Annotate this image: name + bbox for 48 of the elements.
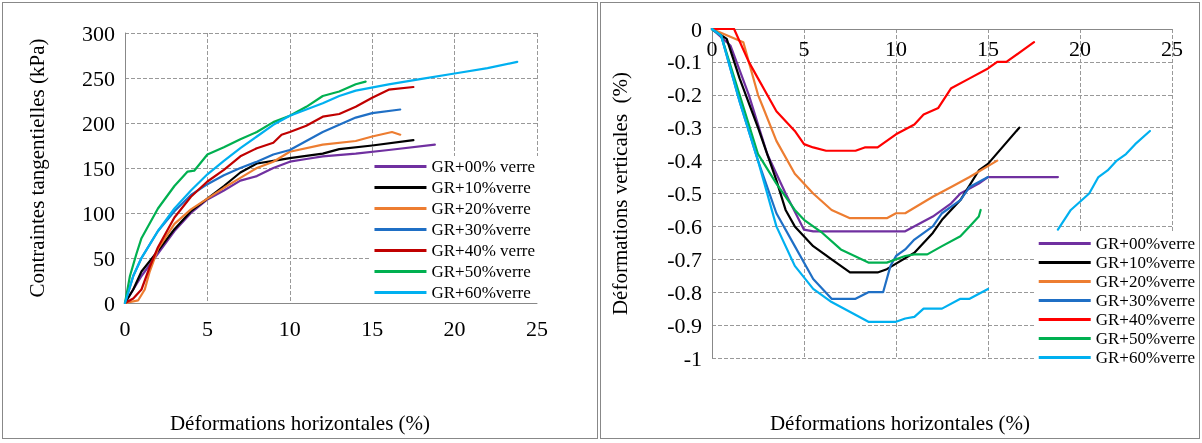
y-tick-label: -0.9	[667, 312, 702, 338]
legend-label: GR+50%verre	[1095, 329, 1195, 348]
y-tick-label: 0	[691, 16, 702, 42]
x-tick-label: 15	[361, 315, 384, 341]
y-tick-label: -0.3	[667, 115, 702, 141]
x-tick-label: 5	[798, 35, 810, 61]
legend-label: GR+30%verre	[431, 220, 531, 239]
legend-label: GR+40% verre	[431, 241, 535, 260]
x-axis-title: Déformations horizontales (%)	[168, 411, 432, 436]
legend-label: GR+60%verre	[1095, 348, 1195, 367]
x-tick-label: 25	[526, 315, 548, 341]
x-tick-label: 20	[443, 315, 466, 341]
y-tick-label: -0.4	[667, 148, 702, 174]
y-tick-label: -0.8	[667, 279, 702, 305]
y-tick-label: 150	[82, 155, 115, 181]
legend-label: GR+30%verre	[1095, 291, 1195, 310]
x-axis-title: Déformations horizontales (%)	[768, 411, 1032, 436]
y-tick-label: 0	[104, 290, 115, 316]
y-tick-label: 200	[82, 110, 115, 136]
x-tick-label: 5	[201, 315, 213, 341]
y-axis-title: Contraintes tangentielles (kPa)	[24, 38, 49, 298]
y-tick-label: -0.5	[667, 181, 702, 206]
y-tick-label: 100	[82, 200, 115, 226]
x-tick-label: 15	[977, 35, 999, 61]
x-tick-label: 10	[278, 315, 301, 341]
x-tick-label: 10	[885, 35, 907, 61]
x-tick-label: 20	[1069, 35, 1091, 61]
x-tick-label: 0	[119, 315, 131, 341]
legend-label: GR+00%verre	[1095, 234, 1195, 253]
y-tick-label: 50	[93, 245, 115, 271]
legend-label: GR+00% verre	[431, 157, 535, 176]
y-tick-label: -0.1	[667, 49, 702, 75]
legend-label: GR+20%verre	[431, 199, 531, 218]
legend-label: GR+20%verre	[1095, 272, 1195, 291]
legend-label: GR+10%verre	[1095, 253, 1195, 272]
y-tick-label: -1	[683, 345, 702, 371]
y-tick-label: -0.2	[667, 82, 702, 108]
legend-label: GR+50%verre	[431, 262, 531, 281]
y-tick-label: -0.7	[667, 246, 702, 272]
x-tick-label: 0	[706, 35, 718, 61]
legend-label: GR+40%verre	[1095, 310, 1195, 329]
y-tick-label: 300	[82, 20, 115, 46]
x-tick-label: 25	[1161, 35, 1183, 61]
y-axis-title: Déformations verticales (%)	[607, 71, 632, 316]
legend-label: GR+60%verre	[431, 283, 531, 302]
legend-label: GR+10%verre	[431, 178, 531, 197]
y-tick-label: 250	[82, 65, 115, 91]
y-tick-label: -0.6	[667, 213, 702, 239]
